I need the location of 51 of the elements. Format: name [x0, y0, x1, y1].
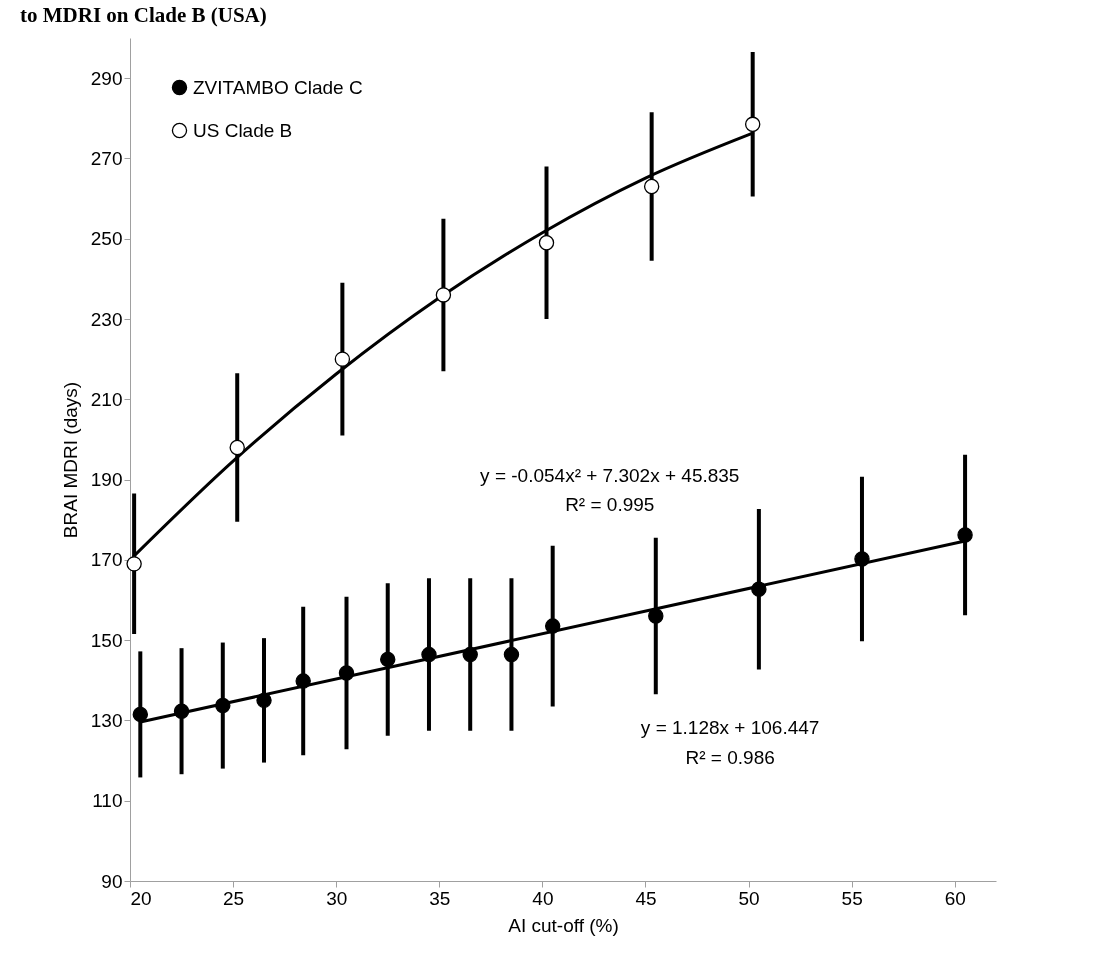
y-tick-label: 250 — [90, 228, 123, 250]
point — [338, 665, 355, 681]
point — [380, 651, 396, 668]
y-tick-label: 270 — [90, 147, 123, 169]
point — [132, 706, 149, 723]
y-tick-label: 190 — [90, 469, 123, 491]
legend-label: ZVITAMBO Clade C — [193, 76, 363, 98]
y-tick-label: 130 — [90, 709, 123, 731]
point — [421, 646, 437, 663]
point — [544, 618, 561, 634]
annotation: R² = 0.995 — [565, 494, 655, 516]
x-tick-label: 35 — [429, 887, 451, 909]
y-tick-label: 150 — [90, 629, 123, 651]
x-axis-title: AI cut-off (%) — [508, 914, 619, 936]
y-axis-title: BRAI MDRI (days) — [59, 381, 81, 539]
point — [256, 692, 272, 709]
y-tick-label: 210 — [90, 388, 123, 410]
x-tick-label: 25 — [223, 887, 245, 909]
point — [643, 178, 660, 195]
annotation: y = 1.128x + 106.447 — [640, 716, 820, 738]
x-tick-label: 40 — [532, 887, 554, 909]
chart-title: to MDRI on Clade B (USA) — [20, 3, 267, 27]
annotation: R² = 0.986 — [685, 746, 775, 768]
point — [538, 235, 555, 251]
y-tick-label: 170 — [90, 549, 123, 571]
point — [126, 556, 142, 572]
y-tick-label: 230 — [90, 308, 123, 330]
point — [215, 697, 231, 714]
x-tick-label: 55 — [841, 887, 863, 909]
point — [173, 703, 190, 719]
point — [334, 351, 351, 367]
point — [957, 527, 973, 543]
y-tick-label: 90 — [101, 870, 123, 892]
x-tick-label: 30 — [326, 887, 348, 909]
point — [503, 646, 520, 663]
annotation: y = -0.054x² + 7.302x + 45.835 — [480, 465, 740, 487]
point — [648, 608, 664, 624]
point — [229, 439, 245, 456]
point — [462, 646, 478, 663]
x-tick-label: 20 — [130, 887, 152, 909]
point — [295, 673, 311, 689]
y-tick-label: 110 — [92, 790, 123, 812]
x-tick-label: 45 — [635, 887, 657, 909]
point — [435, 287, 452, 303]
y-tick-label: 290 — [90, 67, 123, 89]
x-tick-label: 50 — [738, 887, 760, 909]
x-tick-label: 60 — [944, 887, 966, 909]
point — [854, 551, 870, 567]
point — [751, 581, 767, 597]
legend-label: US Clade B — [193, 119, 293, 141]
point — [744, 116, 761, 133]
